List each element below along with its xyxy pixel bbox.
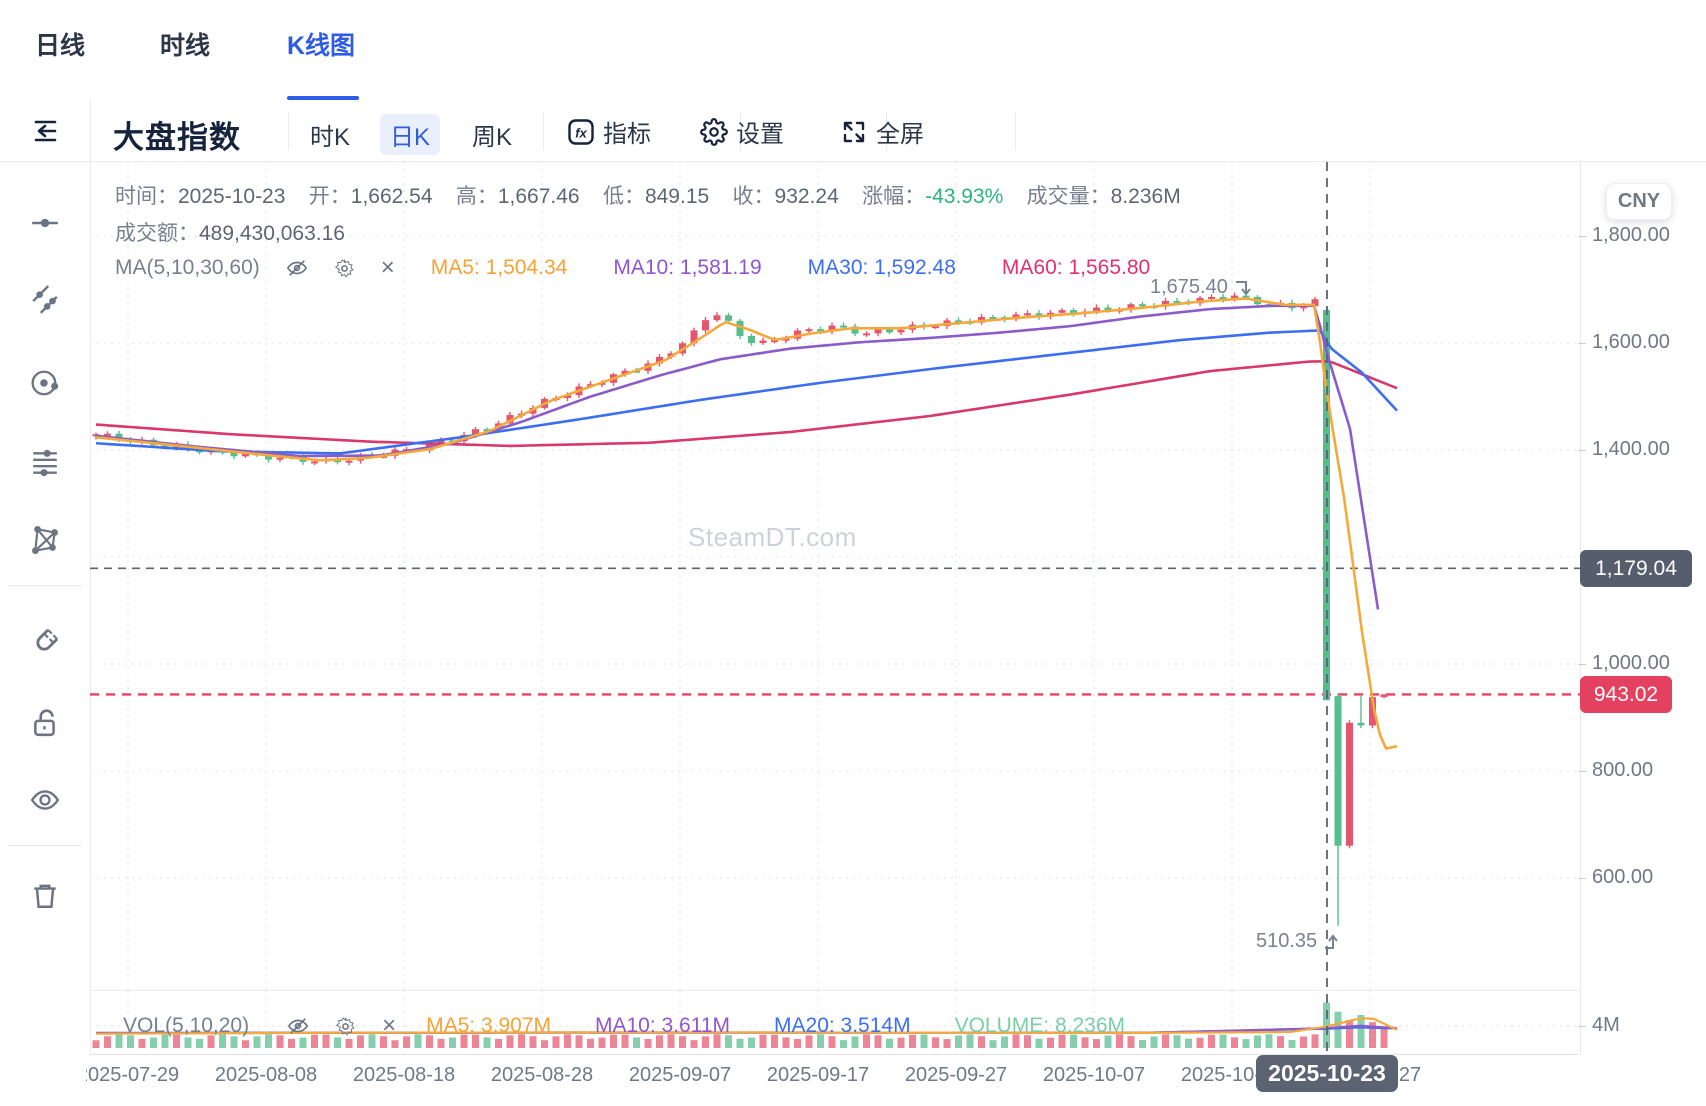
vol-group-label: VOL(5,10,20) bbox=[123, 1014, 250, 1037]
page-title: 大盘指数 bbox=[113, 120, 241, 155]
ma-visibility-icon[interactable] bbox=[286, 257, 308, 279]
vol-ma5-value: MA5: 3.907M bbox=[426, 1014, 551, 1037]
y-axis-line bbox=[1580, 162, 1581, 1054]
tool-circle-icon[interactable] bbox=[23, 361, 67, 405]
tab-hour-k[interactable]: 时K bbox=[310, 124, 351, 151]
tool-trend-channel-icon[interactable] bbox=[23, 278, 67, 322]
price-chart[interactable] bbox=[90, 162, 1580, 990]
y-axis-tick: 1,400.00 bbox=[1578, 438, 1670, 461]
vol-close-icon[interactable]: × bbox=[382, 1012, 397, 1039]
info-change-pct: -43.93% bbox=[925, 185, 1004, 208]
lowest-price-label: 510.35 bbox=[1256, 930, 1318, 952]
y-axis-tick: 600.00 bbox=[1577, 865, 1654, 888]
toolbar-divider bbox=[1015, 112, 1016, 150]
ohlc-info-row: 时间：2025-10-23 开：1,662.54 高：1,667.46 低：84… bbox=[115, 185, 1181, 208]
volume-chart[interactable] bbox=[90, 990, 1580, 1054]
toolbar-divider bbox=[740, 112, 741, 150]
x-axis-date-label: 2025-08-08 bbox=[214, 1064, 318, 1086]
tool-unlock-icon[interactable] bbox=[23, 701, 67, 745]
x-axis-date-label: 2025-08-18 bbox=[352, 1064, 456, 1086]
vol-ma10-value: MA10: 3.611M bbox=[595, 1014, 731, 1037]
indicators-button[interactable]: fx 指标 bbox=[567, 114, 651, 149]
highest-price-label: 1,675.40 bbox=[1150, 276, 1228, 298]
y-axis-tick: 800.00 bbox=[1577, 758, 1654, 781]
x-axis-date-label: 2025-09-07 bbox=[628, 1064, 732, 1086]
ma-close-icon[interactable]: × bbox=[380, 254, 395, 281]
arrow-down-right-icon bbox=[1235, 280, 1251, 296]
info-turnover: 489,430,063.16 bbox=[199, 222, 345, 245]
vol-visibility-icon[interactable] bbox=[287, 1015, 309, 1037]
tab-day-k[interactable]: 日K bbox=[380, 114, 441, 155]
x-axis-date-label: 2025-08-28 bbox=[490, 1064, 594, 1086]
tool-trash-icon[interactable] bbox=[23, 873, 67, 917]
ma5-value: MA5: 1,504.34 bbox=[430, 256, 568, 279]
tab-week-k[interactable]: 周K bbox=[472, 124, 513, 151]
ma-settings-icon[interactable] bbox=[334, 258, 355, 279]
fullscreen-icon bbox=[843, 121, 865, 142]
last-price-badge: 943.02 bbox=[1580, 676, 1672, 713]
y-axis-tick: 1,000.00 bbox=[1578, 652, 1670, 674]
indicators-label: 指标 bbox=[603, 121, 651, 148]
view-tabs: 日线 时线 K线图 bbox=[0, 0, 1706, 100]
ma-group-label: MA(5,10,30,60) bbox=[115, 256, 260, 279]
tool-fib-retracement-icon[interactable] bbox=[23, 441, 67, 485]
info-close: 932.24 bbox=[774, 185, 839, 208]
x-axis-date-label: 2025-10-07 bbox=[1042, 1064, 1146, 1086]
x-axis-labels: 2025-07-29 2025-08-08 2025-08-18 2025-08-28… bbox=[86, 1054, 1580, 1106]
tab-hour-line[interactable]: 时线 bbox=[160, 32, 211, 60]
vol-settings-icon[interactable] bbox=[335, 1016, 356, 1037]
toolbar-divider bbox=[288, 112, 289, 150]
collapse-sidebar-icon[interactable] bbox=[28, 114, 62, 153]
volume-pane-divider bbox=[90, 990, 1580, 991]
fullscreen-button[interactable]: 全屏 bbox=[840, 114, 924, 149]
tool-horizontal-line-icon[interactable] bbox=[23, 201, 67, 245]
fullscreen-label: 全屏 bbox=[876, 121, 924, 148]
tab-daily-line[interactable]: 日线 bbox=[35, 32, 86, 60]
tool-xabcd-pattern-icon[interactable] bbox=[23, 518, 67, 562]
info-low: 849.15 bbox=[644, 185, 710, 208]
fx-indicator-icon: fx bbox=[568, 118, 594, 145]
drawing-tools-sidebar bbox=[0, 162, 90, 1106]
settings-label: 设置 bbox=[736, 121, 784, 148]
ma60-value: MA60: 1,565.80 bbox=[1001, 256, 1151, 279]
crosshair-date-tooltip: 2025-10-23 bbox=[1256, 1055, 1398, 1092]
tool-magnet-icon[interactable] bbox=[23, 620, 67, 664]
ma30-value: MA30: 1,592.48 bbox=[807, 256, 956, 279]
sidebar-section-divider bbox=[8, 585, 82, 586]
sidebar-divider bbox=[90, 100, 91, 1054]
watermark: SteamDT.com bbox=[688, 522, 857, 552]
vol-ma20-value: MA20: 3.514M bbox=[774, 1014, 911, 1037]
sidebar-section-divider bbox=[8, 845, 82, 846]
gear-icon bbox=[700, 117, 728, 146]
tab-kline-chart[interactable]: K线图 bbox=[287, 32, 356, 60]
x-axis-date-label: 2025-07-29 bbox=[86, 1064, 180, 1086]
info-open: 1,662.54 bbox=[350, 185, 433, 208]
svg-text:fx: fx bbox=[575, 125, 587, 140]
ma-legend-row: MA(5,10,30,60) × MA5: 1,504.34 MA10: 1,5… bbox=[115, 254, 1150, 282]
highest-price-annotation: 1,675.40 bbox=[1150, 276, 1252, 299]
crosshair-price-badge: 1,179.04 bbox=[1580, 550, 1692, 587]
x-axis-date-label: 2025-09-17 bbox=[766, 1064, 870, 1086]
toolbar-divider bbox=[886, 112, 887, 150]
settings-button[interactable]: 设置 bbox=[700, 114, 784, 149]
volume-value: VOLUME: 8.236M bbox=[954, 1014, 1125, 1037]
info-time: 2025-10-23 bbox=[178, 185, 286, 208]
turnover-info-row: 成交额：489,430,063.16 bbox=[115, 222, 345, 245]
y-axis-tick: 1,800.00 bbox=[1578, 224, 1670, 247]
x-axis-line bbox=[90, 1054, 1580, 1055]
ma10-value: MA10: 1,581.19 bbox=[613, 256, 762, 279]
y-axis-tick: 1,600.00 bbox=[1578, 331, 1670, 354]
y-axis-tick: 4M bbox=[1578, 1014, 1620, 1036]
x-axis-date-label: 2025-09-27 bbox=[904, 1064, 1008, 1086]
tool-eye-icon[interactable] bbox=[23, 778, 67, 822]
lowest-price-annotation: 510.35 bbox=[1256, 930, 1341, 953]
chart-toolbar: 大盘指数 时K 日K 周K fx 指标 设置 全屏 bbox=[0, 100, 1706, 162]
info-high: 1,667.46 bbox=[497, 185, 580, 208]
toolbar-divider bbox=[543, 112, 544, 150]
currency-badge[interactable]: CNY bbox=[1606, 183, 1672, 220]
info-volume: 8.236M bbox=[1110, 185, 1181, 208]
active-tab-underline bbox=[287, 96, 359, 100]
arrow-up-right-icon bbox=[1325, 933, 1338, 949]
vol-legend-row: VOL(5,10,20) × MA5: 3.907M MA10: 3.611M … bbox=[123, 1012, 1125, 1040]
